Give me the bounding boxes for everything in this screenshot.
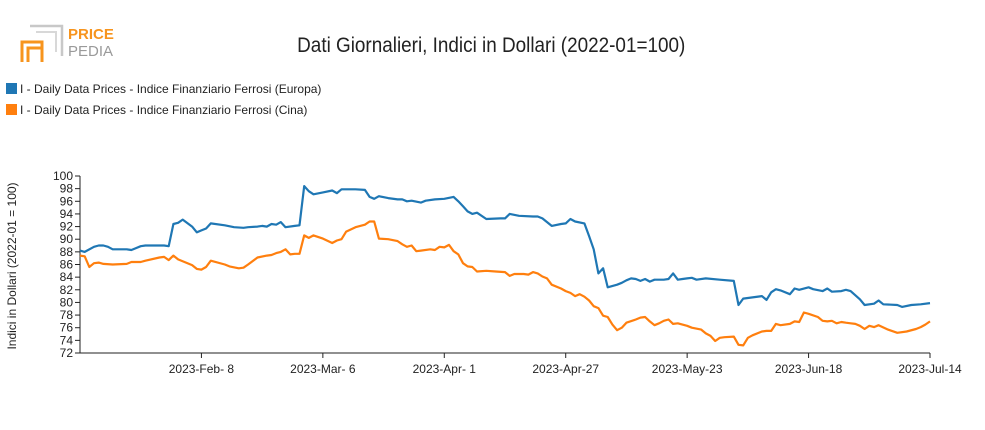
legend-label-europa: I - Daily Data Prices - Indice Finanziar… [20, 81, 322, 96]
y-tick-label: 94 [60, 207, 74, 221]
legend-item-cina[interactable]: I - Daily Data Prices - Indice Finanziar… [6, 99, 321, 120]
x-tick-label: 2023-Feb- 8 [169, 362, 235, 376]
pricepedia-logo: PRICE PEDIA [18, 22, 128, 64]
y-tick-label: 96 [60, 194, 74, 208]
chart-lines [79, 185, 931, 347]
x-tick-label: 2023-Apr-27 [532, 362, 599, 376]
logo-text-pedia: PEDIA [68, 43, 113, 60]
y-tick-label: 80 [60, 295, 74, 309]
y-tick-label: 86 [60, 258, 74, 272]
y-tick-label: 100 [53, 169, 73, 183]
x-tick-label: 2023-Jul-14 [898, 362, 962, 376]
y-tick-label: 90 [60, 232, 74, 246]
y-tick-label: 78 [60, 308, 74, 322]
x-tick-label: 2023-Jun-18 [775, 362, 843, 376]
y-tick-label: 84 [60, 270, 74, 284]
logo-text-price: PRICE [68, 26, 114, 43]
y-tick-label: 92 [60, 220, 74, 234]
legend-item-europa[interactable]: I - Daily Data Prices - Indice Finanziar… [6, 78, 321, 99]
legend-swatch-europa [6, 83, 17, 94]
legend-swatch-cina [6, 104, 17, 115]
y-tick-label: 82 [60, 283, 74, 297]
logo-mark-icon [20, 24, 64, 62]
x-tick-label: 2023-Mar- 6 [290, 362, 356, 376]
x-tick-label: 2023-Apr- 1 [413, 362, 477, 376]
x-tick-label: 2023-May-23 [652, 362, 723, 376]
series-line-europa [79, 185, 931, 308]
chart-title: Dati Giornalieri, Indici in Dollari (202… [297, 34, 686, 57]
legend: I - Daily Data Prices - Indice Finanziar… [6, 78, 321, 120]
y-tick-label: 74 [60, 333, 74, 347]
series-line-cina [79, 220, 931, 347]
y-tick-label: 98 [60, 182, 74, 196]
y-axis-title: Indici in Dollari (2022-01 = 100) [5, 182, 19, 349]
y-tick-label: 72 [60, 346, 74, 360]
legend-label-cina: I - Daily Data Prices - Indice Finanziar… [20, 102, 308, 117]
y-tick-label: 88 [60, 245, 74, 259]
y-tick-label: 76 [60, 321, 74, 335]
